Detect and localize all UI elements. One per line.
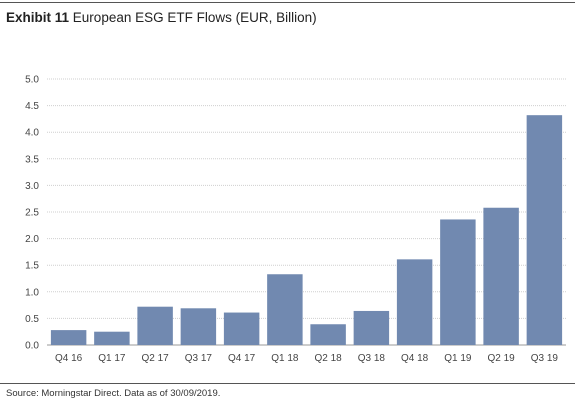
chart-title: Exhibit 11 European ESG ETF Flows (EUR, … bbox=[6, 10, 317, 25]
y-axis-ticks: 0.0 0.5 1.0 1.5 2.0 2.5 3.0 3.5 4.0 4.5 5.0 bbox=[25, 75, 39, 352]
bar bbox=[440, 219, 476, 345]
y-tick-label: 0.5 bbox=[25, 314, 39, 325]
gridlines bbox=[47, 78, 566, 346]
x-tick-label: Q2 19 bbox=[488, 353, 516, 364]
y-tick-label: 0.0 bbox=[25, 341, 39, 352]
x-tick-label: Q4 18 bbox=[401, 353, 429, 364]
y-tick-label: 2.5 bbox=[25, 208, 39, 219]
y-tick-label: 5.0 bbox=[25, 75, 39, 86]
bar bbox=[526, 115, 563, 346]
y-tick-label: 2.0 bbox=[25, 234, 39, 245]
bar bbox=[353, 310, 390, 345]
x-tick-label: Q2 18 bbox=[315, 353, 343, 364]
bar bbox=[483, 207, 519, 345]
bar bbox=[223, 312, 260, 345]
top-rule bbox=[0, 2, 575, 3]
bar bbox=[94, 331, 130, 345]
x-tick-label: Q1 19 bbox=[444, 353, 472, 364]
x-tick-label: Q1 18 bbox=[271, 353, 299, 364]
bar bbox=[310, 324, 346, 345]
source-note: Source: Morningstar Direct. Data as of 3… bbox=[6, 388, 221, 399]
y-tick-label: 3.0 bbox=[25, 181, 39, 192]
bar bbox=[50, 330, 87, 345]
x-axis-ticks: Q4 16 Q1 17 Q2 17 Q3 17 Q4 17 Q1 18 Q2 18 Q3 18… bbox=[55, 353, 558, 364]
y-tick-label: 4.5 bbox=[25, 101, 39, 112]
x-tick-label: Q4 17 bbox=[228, 353, 256, 364]
y-tick-label: 1.0 bbox=[25, 287, 39, 298]
bars bbox=[50, 115, 563, 346]
y-tick-label: 3.5 bbox=[25, 154, 39, 165]
x-tick-label: Q1 17 bbox=[98, 353, 126, 364]
x-tick-label: Q4 16 bbox=[55, 353, 83, 364]
bar bbox=[137, 306, 173, 345]
exhibit-label: Exhibit 11 bbox=[6, 10, 70, 25]
x-tick-label: Q3 18 bbox=[358, 353, 386, 364]
x-tick-label: Q3 19 bbox=[531, 353, 559, 364]
x-tick-label: Q3 17 bbox=[185, 353, 213, 364]
bar bbox=[396, 259, 433, 345]
bottom-rule bbox=[0, 383, 575, 384]
bar bbox=[267, 274, 303, 345]
chart-title-text: European ESG ETF Flows (EUR, Billion) bbox=[72, 10, 317, 25]
y-tick-label: 4.0 bbox=[25, 128, 39, 139]
y-tick-label: 1.5 bbox=[25, 261, 39, 272]
bar bbox=[180, 308, 217, 345]
x-tick-label: Q2 17 bbox=[142, 353, 170, 364]
bar-chart: 0.00.51.01.52.02.53.03.54.04.55.0 Q4 16 Q… bbox=[25, 75, 566, 364]
